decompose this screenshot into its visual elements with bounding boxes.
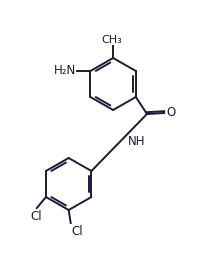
Text: Cl: Cl [30, 210, 42, 223]
Text: O: O [167, 106, 176, 119]
Text: CH₃: CH₃ [102, 35, 122, 45]
Text: Cl: Cl [72, 225, 83, 238]
Text: H₂N: H₂N [53, 65, 76, 77]
Text: NH: NH [128, 135, 146, 148]
